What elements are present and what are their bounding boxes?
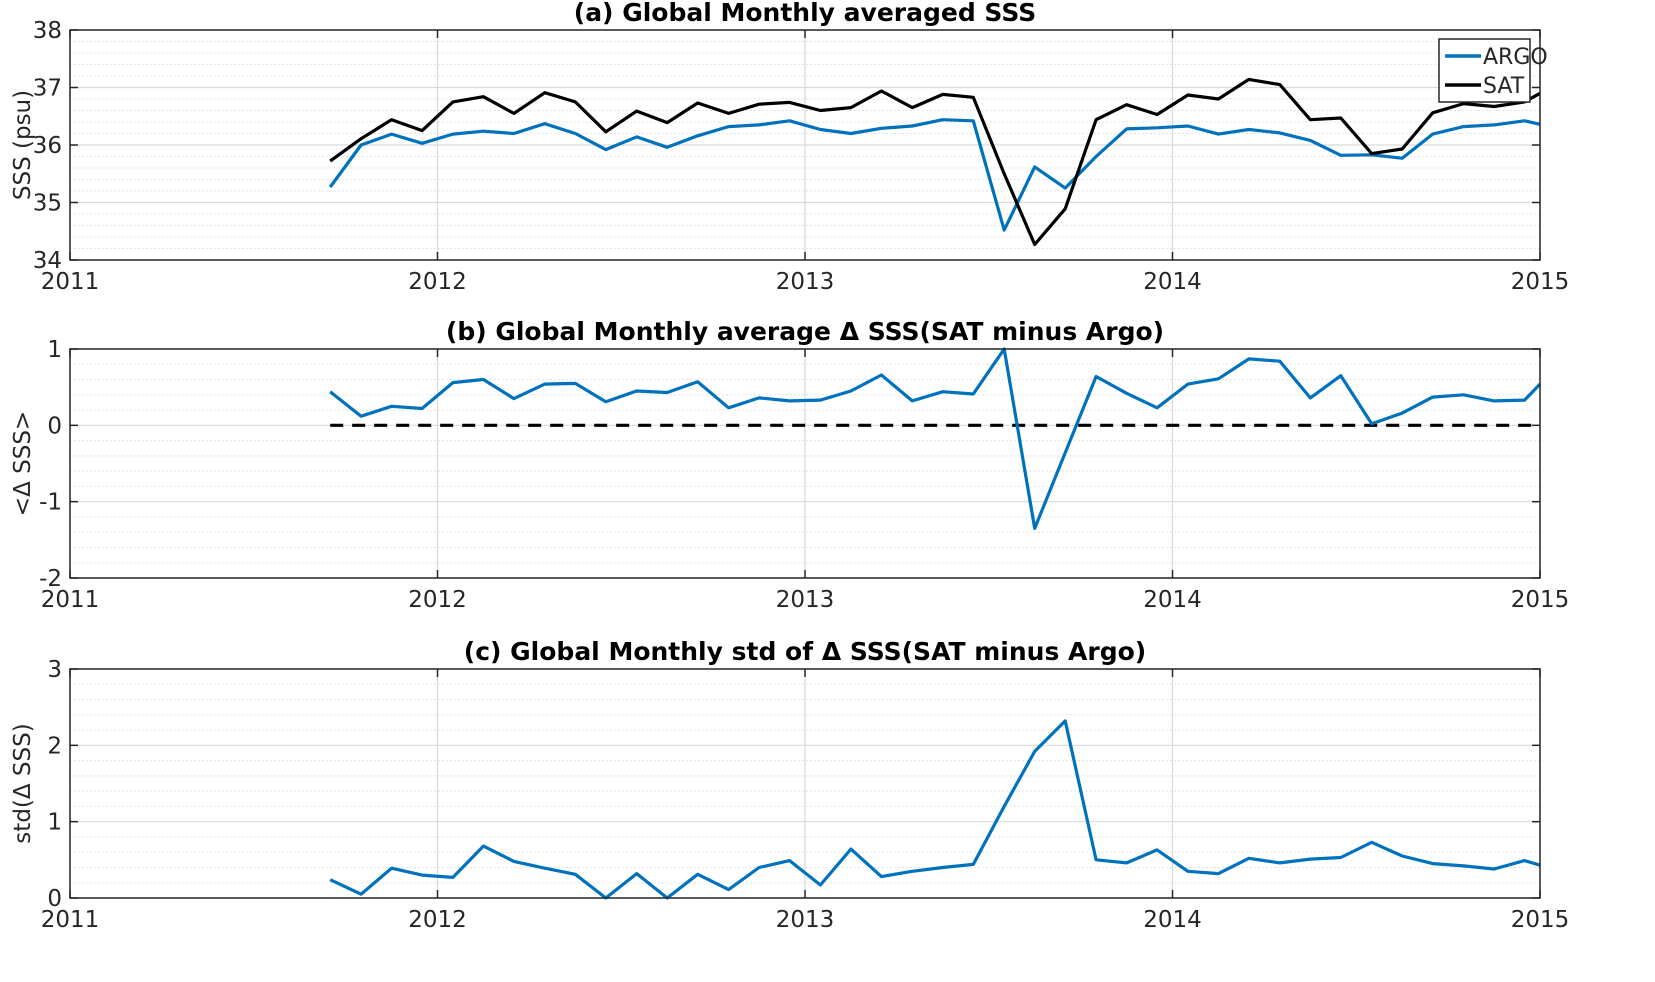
panel-b-y-axis-label: <Δ SSS> — [10, 411, 36, 516]
panel-a-x-tick-label: 2015 — [1511, 269, 1570, 295]
panel-c-series-delta-sss-line — [329, 719, 1541, 900]
panel-b-y-tick-label: -2 — [39, 566, 62, 592]
panel-a-y-tick-label: 34 — [33, 248, 62, 274]
panel-c-plot-area — [329, 719, 1541, 900]
legend-argo-label: ARGO — [1483, 45, 1548, 70]
panel-b-y-tick-label: 1 — [47, 337, 62, 363]
panel-c-title: (c) Global Monthly std of Δ SSS(SAT minu… — [464, 637, 1146, 666]
panel-c-x-tick-label: 2015 — [1511, 907, 1570, 933]
panel-b-series-delta-sss-line — [329, 347, 1542, 531]
panel-a-series-argo-line — [328, 118, 1541, 232]
panel-b-title: (b) Global Monthly average Δ SSS(SAT min… — [446, 317, 1164, 346]
panel-c-x-tick-label: 2011 — [41, 907, 100, 933]
panel-a-y-tick-label: 38 — [33, 18, 62, 44]
panel-c-axes — [69, 668, 1541, 899]
legend-sat-label: SAT — [1483, 74, 1525, 99]
panel-a-y-axis-label: SSS (psu) — [10, 90, 36, 200]
panel-a-tick-labels: 34 35 36 37 38 2011 2012 2013 2014 2015 — [33, 18, 1570, 295]
panel-b-axes — [69, 348, 1541, 579]
panel-b-plot-area — [329, 347, 1542, 531]
panel-c-y-tick-label: 0 — [47, 886, 62, 912]
panel-a-title: (a) Global Monthly averaged SSS — [574, 0, 1036, 27]
panel-b: -2 -1 0 1 2011 2012 2013 2014 2015 (b) Global Mo… — [10, 317, 1569, 613]
panel-c-y-tick-label: 3 — [47, 657, 62, 683]
panel-c-x-tick-label: 2014 — [1143, 907, 1202, 933]
panel-b-x-tick-label: 2011 — [41, 587, 100, 613]
panel-a-y-tick-label: 36 — [33, 133, 62, 159]
panel-b-x-tick-label: 2012 — [408, 587, 467, 613]
panel-c-y-axis-label: std(Δ SSS) — [10, 723, 36, 843]
panel-a-axes — [69, 29, 1541, 261]
panel-b-tick-labels: -2 -1 0 1 2011 2012 2013 2014 2015 — [39, 337, 1569, 613]
panel-a-y-tick-label: 35 — [33, 191, 62, 217]
panel-b-y-tick-label: -1 — [39, 490, 62, 516]
panel-b-y-tick-label: 0 — [47, 413, 62, 439]
panel-a-x-tick-label: 2013 — [776, 269, 835, 295]
panel-a-x-tick-label: 2014 — [1143, 269, 1202, 295]
panel-b-x-tick-label: 2014 — [1143, 587, 1202, 613]
panel-a-x-tick-label: 2012 — [408, 269, 467, 295]
panel-a: 34 35 36 37 38 2011 2012 2013 2014 2015 (a) Globa… — [10, 0, 1569, 295]
panel-b-x-tick-label: 2013 — [776, 587, 835, 613]
panel-b-x-tick-label: 2015 — [1511, 587, 1570, 613]
panel-a-x-tick-label: 2011 — [41, 269, 100, 295]
panel-c-y-tick-label: 1 — [47, 810, 62, 836]
panel-c: 0 1 2 3 2011 2012 2013 2014 2015 (c) Global Mont… — [10, 637, 1569, 933]
panel-c-y-tick-label: 2 — [47, 733, 62, 759]
panel-c-x-tick-label: 2012 — [408, 907, 467, 933]
panel-a-series-sat-line — [329, 77, 1541, 247]
panel-c-tick-labels: 0 1 2 3 2011 2012 2013 2014 2015 — [41, 657, 1570, 933]
panel-c-x-tick-label: 2013 — [776, 907, 835, 933]
panel-a-y-tick-label: 37 — [33, 76, 62, 102]
legend-box — [1438, 38, 1531, 103]
panel-a-plot-area — [328, 77, 1541, 247]
legend: ARGO SAT — [1438, 38, 1548, 103]
